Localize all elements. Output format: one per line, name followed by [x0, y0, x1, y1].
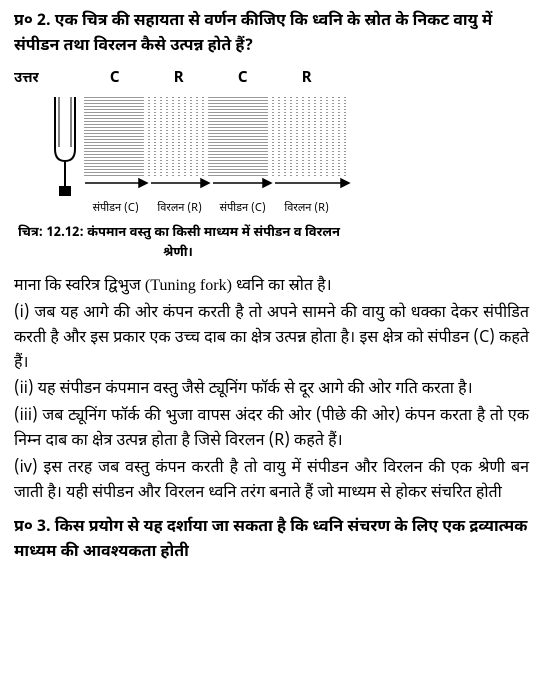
- intro-eng: (Tuning fork): [145, 277, 232, 294]
- intro-para: माना कि स्वरित्र द्विभुज (Tuning fork) ध…: [14, 274, 529, 300]
- q2-text: एक चित्र की सहायता से वर्णन कीजिए कि ध्व…: [14, 11, 492, 57]
- caption-prefix: चित्र:: [18, 225, 43, 242]
- q3-label: प्र० 3.: [14, 517, 51, 538]
- bl-c2: संपीडन (C): [211, 201, 275, 218]
- label-r2: R: [275, 68, 339, 91]
- intro-a: माना कि स्वरित्र द्विभुज: [14, 276, 145, 297]
- wave-diagram: C R C R: [47, 68, 357, 218]
- para-4: (iv) इस तरह जब वस्तु कंपन करती है तो वाय…: [14, 457, 529, 507]
- answer-label: उत्तर: [14, 68, 39, 90]
- label-c1: C: [83, 68, 147, 91]
- question-3: प्र० 3. किस प्रयोग से यह दर्शाया जा सकता…: [14, 516, 529, 566]
- wave-top-labels: C R C R: [47, 68, 357, 91]
- para-1: (i) जब यह आगे की ओर कंपन करती है तो अपने…: [14, 302, 529, 376]
- bl-r2: विरलन (R): [275, 201, 339, 218]
- q3-text: किस प्रयोग से यह दर्शाया जा सकता है कि ध…: [14, 517, 527, 563]
- wave-bottom-labels: संपीडन (C) विरलन (R) संपीडन (C) विरलन (R…: [47, 201, 357, 218]
- figure-area: उत्तर C R C R: [14, 68, 529, 218]
- question-2: प्र० 2. एक चित्र की सहायता से वर्णन कीजि…: [14, 10, 529, 60]
- caption-text2: श्रेणी।: [18, 244, 338, 264]
- tuning-fork-wave-svg: [47, 91, 357, 201]
- label-r1: R: [147, 68, 211, 91]
- para-2: (ii) यह संपीडन कंपमान वस्तु जैसे ट्यूनिं…: [14, 378, 529, 403]
- intro-b: ध्वनि का स्रोत है।: [232, 276, 332, 297]
- caption-text1: कंपमान वस्तु का किसी माध्यम में संपीडन व…: [87, 225, 340, 242]
- bl-c1: संपीडन (C): [83, 201, 149, 218]
- bl-r1: विरलन (R): [149, 201, 211, 218]
- caption-num: 12.12:: [46, 225, 83, 242]
- label-c2: C: [211, 68, 275, 91]
- para-3: (iii) जब ट्यूनिंग फॉर्क की भुजा वापस अंद…: [14, 405, 529, 455]
- q2-label: प्र० 2.: [14, 11, 51, 32]
- figure-caption: चित्र: 12.12: कंपमान वस्तु का किसी माध्य…: [18, 224, 529, 264]
